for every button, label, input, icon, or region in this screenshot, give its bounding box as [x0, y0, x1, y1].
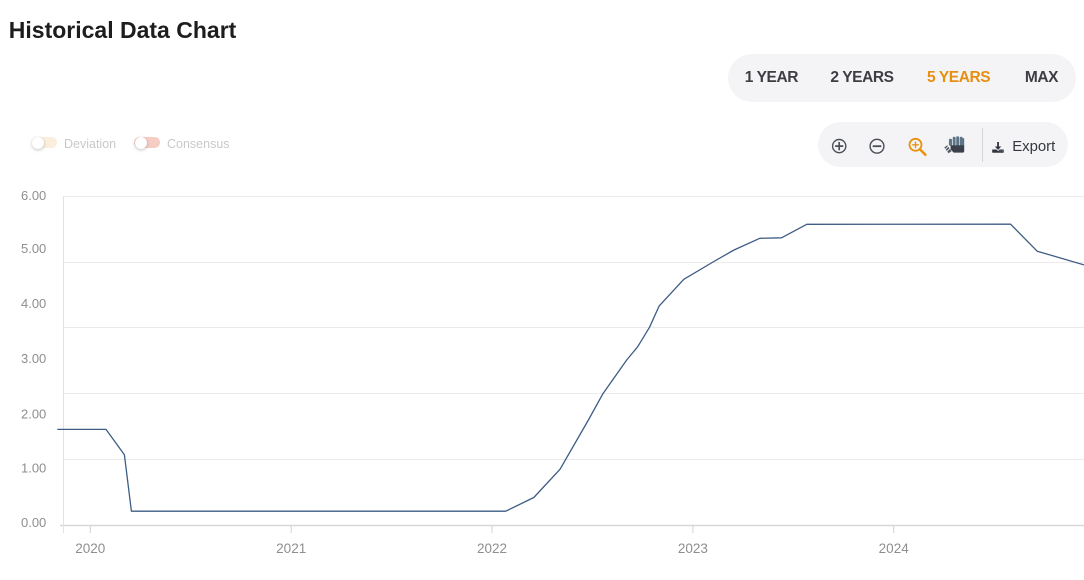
svg-text:2023: 2023	[678, 541, 708, 556]
svg-text:5.00: 5.00	[21, 241, 46, 256]
svg-text:2.00: 2.00	[21, 406, 46, 421]
svg-text:2024: 2024	[879, 541, 910, 556]
svg-text:2021: 2021	[276, 541, 306, 556]
svg-text:0.00: 0.00	[21, 515, 46, 530]
svg-text:3.00: 3.00	[21, 351, 46, 366]
svg-text:1.00: 1.00	[21, 460, 46, 475]
svg-text:4.00: 4.00	[21, 296, 46, 311]
svg-text:2020: 2020	[75, 541, 105, 556]
svg-text:2022: 2022	[477, 541, 507, 556]
svg-text:6.00: 6.00	[21, 188, 46, 203]
